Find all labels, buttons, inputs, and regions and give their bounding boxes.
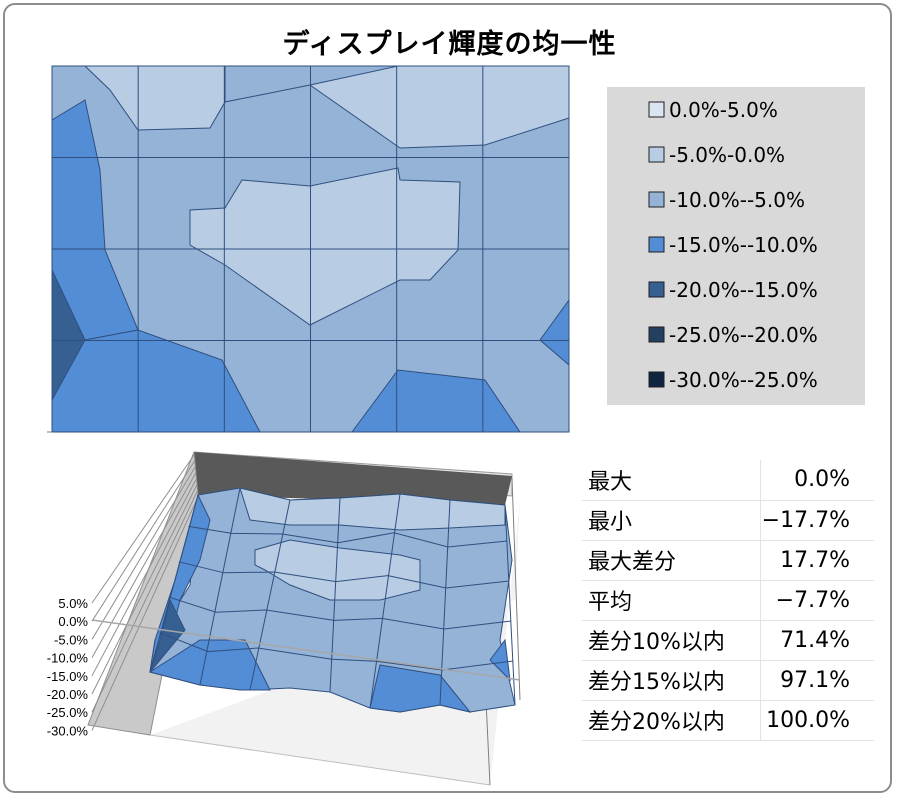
surface-floor-edge xyxy=(149,734,491,786)
legend-swatch xyxy=(648,191,665,208)
z-tick-label: 5.0% xyxy=(58,596,88,611)
surface-grid-line xyxy=(439,499,451,706)
legend-items: 0.0%-5.0% -5.0%-0.0% -10.0%--5.0% -15.0%--1… xyxy=(648,98,818,392)
stats-label: 差分15%以内 xyxy=(582,660,761,701)
legend-swatch xyxy=(648,146,665,163)
surface-back-wall-dark xyxy=(194,452,512,505)
stats-value: 0.0% xyxy=(760,460,874,501)
side-wall-line xyxy=(91,490,198,713)
legend: 0.0%-5.0% -5.0%-0.0% -10.0%--5.0% -15.0%--1… xyxy=(607,87,865,405)
legend-label: -20.0%--15.0% xyxy=(669,278,818,302)
z-tick-label: -5.0% xyxy=(54,632,88,647)
stats-row: 差分15%以内 97.1% xyxy=(582,660,874,701)
side-wall-line xyxy=(91,484,198,695)
surface-right-axis-lower xyxy=(485,699,491,786)
z-tick-label: -20.0% xyxy=(47,687,89,702)
stats-row: 差分10%以内 71.4% xyxy=(582,620,874,661)
legend-label: -10.0%--5.0% xyxy=(669,188,805,212)
stats-value: −17.7% xyxy=(760,500,874,541)
surface-right-axis xyxy=(511,477,521,701)
surface-grid-line xyxy=(329,497,341,693)
surface-blue-bottom-center xyxy=(369,664,472,713)
region-light-top-left xyxy=(83,65,570,149)
legend-label: -30.0%--25.0% xyxy=(669,368,818,392)
contour-regions xyxy=(51,65,570,433)
legend-swatch xyxy=(648,236,665,253)
stats-value: −7.7% xyxy=(760,580,874,621)
legend-label: -15.0%--10.0% xyxy=(669,233,818,257)
surface-grid-line xyxy=(159,632,514,671)
surface-grid xyxy=(149,487,516,709)
legend-swatch xyxy=(648,371,665,388)
stats-row: 最大差分 17.7% xyxy=(582,540,874,581)
surface-grid-line xyxy=(188,525,508,548)
z-tick-label: -10.0% xyxy=(47,651,89,666)
stats-table: 最大 0.0% 最小 −17.7% 最大差分 17.7% 平均 −7.7% 差分10%以内 71.… xyxy=(582,460,874,741)
stats-value: 17.7% xyxy=(760,540,874,581)
legend-swatch xyxy=(648,101,665,118)
z-axis-ticks: 5.0% 0.0% -5.0% -10.0% -15.0% -20.0% -25.0% -30… xyxy=(47,596,89,738)
stats-row: 最小 −17.7% xyxy=(582,500,874,541)
surface-grid-line xyxy=(249,499,291,691)
stats-label: 最大差分 xyxy=(582,540,761,581)
legend-swatch xyxy=(648,326,665,343)
legend-label: -25.0%--20.0% xyxy=(669,323,818,347)
stats-value: 97.1% xyxy=(760,660,874,701)
legend-swatch xyxy=(648,281,665,298)
stats-label: 差分20%以内 xyxy=(582,700,761,741)
stats-row: 最大 0.0% xyxy=(582,460,874,501)
side-wall-line xyxy=(91,472,197,658)
contour-border xyxy=(51,65,570,433)
stats-label: 最大 xyxy=(582,460,761,501)
z-tick-label: -25.0% xyxy=(47,705,89,720)
side-wall-line xyxy=(91,478,197,677)
side-wall-lines xyxy=(91,454,199,731)
z-tick-label: -15.0% xyxy=(47,669,89,684)
stats-value: 71.4% xyxy=(760,620,874,661)
contour-map xyxy=(47,65,570,433)
surface-chart: 5.0% 0.0% -5.0% -10.0% -15.0% -20.0% -25.0% -30… xyxy=(47,451,521,786)
surface-grid-line xyxy=(504,504,516,706)
chart-title: ディスプレイ輝度の均一性 xyxy=(282,29,617,60)
surface-grid-line xyxy=(369,493,401,709)
stats-row: 差分20%以内 100.0% xyxy=(582,700,874,741)
surface-zero-plane-line xyxy=(91,619,521,681)
surface-light-center xyxy=(254,539,421,601)
stats-label: 差分10%以内 xyxy=(582,620,761,661)
stats-value: 100.0% xyxy=(760,700,874,741)
legend-label: -5.0%-0.0% xyxy=(669,143,785,167)
stats-label: 最小 xyxy=(582,500,761,541)
contour-grid xyxy=(52,66,569,432)
stats-row: 平均 −7.7% xyxy=(582,580,874,621)
side-wall-line xyxy=(91,454,195,604)
z-tick-label: -30.0% xyxy=(47,723,89,738)
side-wall-line xyxy=(91,460,195,622)
z-tick-label: 0.0% xyxy=(58,614,88,629)
region-light-center xyxy=(189,167,461,326)
side-wall-line xyxy=(91,496,199,731)
legend-label: 0.0%-5.0% xyxy=(669,98,778,122)
surface-grid-line xyxy=(149,494,199,673)
side-wall-line xyxy=(91,466,196,640)
surface-blue-right xyxy=(489,638,511,682)
surface-grid-line xyxy=(199,487,241,686)
surface-grid-line xyxy=(178,561,510,589)
stats-label: 平均 xyxy=(582,580,761,621)
surface-floor xyxy=(150,500,520,785)
surface-grid-line xyxy=(169,596,512,630)
surface-body xyxy=(148,487,516,713)
